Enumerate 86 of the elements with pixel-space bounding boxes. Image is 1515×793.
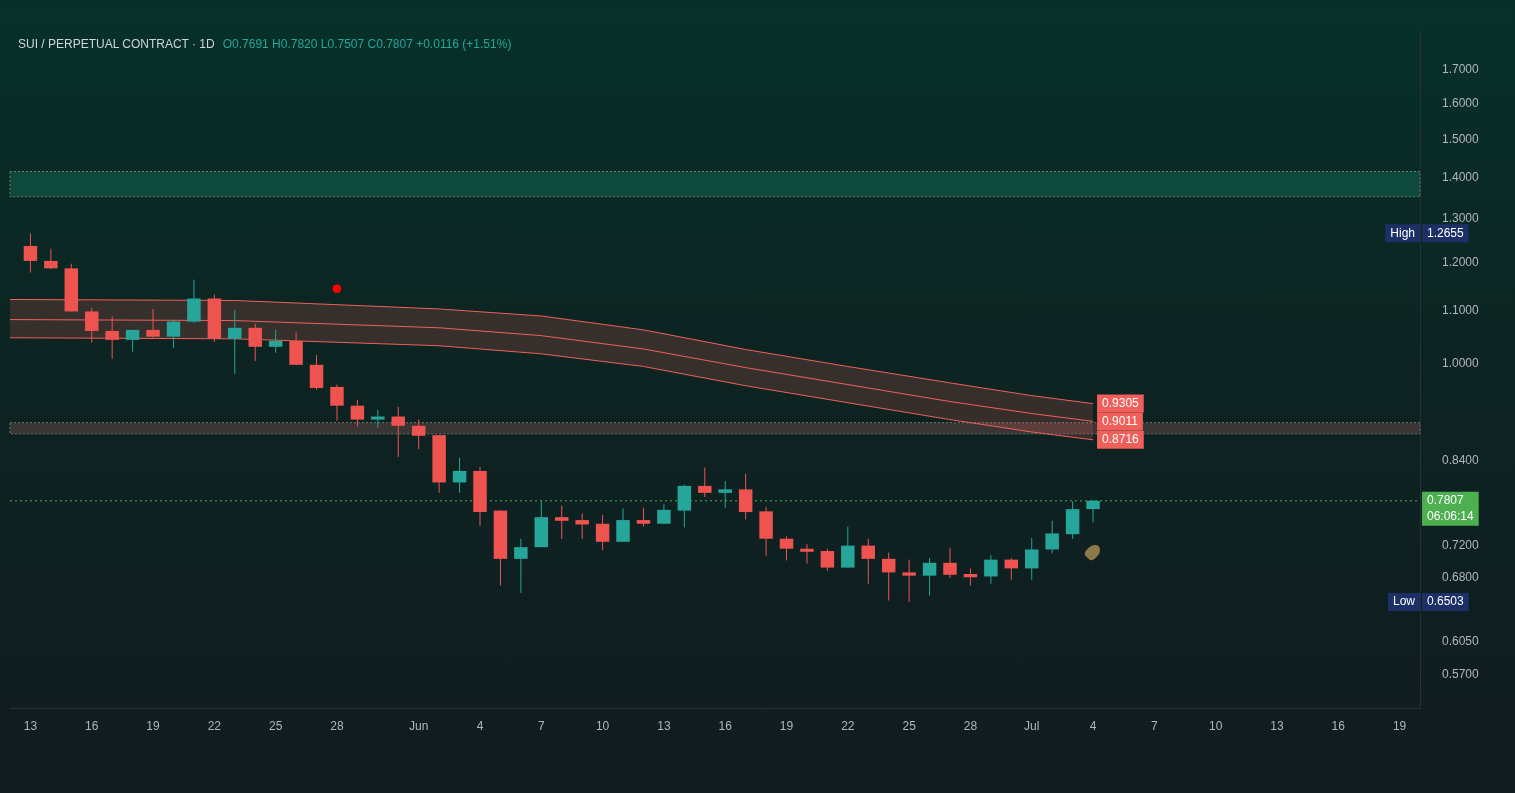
candlestick xyxy=(698,467,712,498)
candlestick xyxy=(248,323,262,362)
y-tick-label: 1.7000 xyxy=(1442,62,1480,77)
candlestick xyxy=(861,538,875,585)
candlestick xyxy=(166,319,181,349)
x-tick-label: 19 xyxy=(1392,718,1407,733)
candlestick xyxy=(1045,520,1059,554)
text: SUI / PERPETUAL CONTRACT · 1D xyxy=(18,37,215,51)
x-tick-label: 7 xyxy=(1151,718,1158,733)
candlestick xyxy=(657,503,671,525)
candlestick xyxy=(820,548,835,572)
candlestick xyxy=(23,232,38,274)
x-tick-label: 19 xyxy=(146,718,161,733)
data-label: 0.8716 xyxy=(1102,432,1140,447)
text: 1.2655 xyxy=(1427,225,1465,240)
candlestick xyxy=(779,535,794,561)
y-tick-label: 0.5700 xyxy=(1442,667,1480,682)
x-tick-label: 16 xyxy=(1331,718,1346,733)
candlestick xyxy=(85,307,99,344)
x-tick-label: 4 xyxy=(476,718,484,733)
candlestick xyxy=(902,559,916,603)
candlestick xyxy=(881,552,896,602)
candlestick xyxy=(555,505,569,540)
candlestick xyxy=(575,513,589,540)
x-tick-label: Jul xyxy=(1024,718,1040,733)
x-tick-label: 4 xyxy=(1089,718,1097,733)
y-tick-label: 0.6800 xyxy=(1442,569,1480,584)
y-tick-label: 1.1000 xyxy=(1442,303,1480,318)
candlestick xyxy=(922,557,937,596)
candlestick xyxy=(943,547,957,579)
y-tick-label: 1.6000 xyxy=(1442,95,1480,110)
candlestick xyxy=(411,419,426,450)
candlestick xyxy=(514,538,528,594)
y-tick-label: 0.6050 xyxy=(1442,634,1480,649)
x-tick-label: 13 xyxy=(657,718,671,733)
x-tick-label: 13 xyxy=(23,718,38,733)
x-tick-label: 22 xyxy=(841,718,855,733)
text: O0.7691 H0.7820 L0.7507 C0.7807 +0.0116 (+1.51%) xyxy=(222,37,512,51)
y-tick-label: 0.7200 xyxy=(1442,537,1480,552)
candlestick xyxy=(309,354,324,391)
x-tick-label: 16 xyxy=(718,718,733,733)
x-tick-label: 16 xyxy=(85,718,99,733)
annotation: Low xyxy=(1392,594,1416,609)
x-tick-label: 25 xyxy=(902,718,917,733)
x-tick-label: 22 xyxy=(207,718,222,733)
candlestick xyxy=(841,526,855,569)
x-tick-label: 28 xyxy=(963,718,978,733)
candlestick xyxy=(268,329,283,354)
x-tick-label: 10 xyxy=(1208,718,1223,733)
candlestick xyxy=(105,316,119,360)
text: 0.6503 xyxy=(1427,594,1465,609)
candlestick xyxy=(636,507,651,528)
candlestick xyxy=(228,309,242,375)
ref-line-label: 0.7807 06:06:14 xyxy=(1427,493,1475,524)
x-tick-label: 19 xyxy=(779,718,794,733)
candlestick xyxy=(44,248,58,270)
y-tick-label: 1.0000 xyxy=(1442,356,1480,371)
candlestick xyxy=(187,279,201,324)
candlestick xyxy=(718,480,732,509)
candlestick xyxy=(595,514,610,551)
x-tick-label: 10 xyxy=(595,718,610,733)
data-label: 0.9011 xyxy=(1102,413,1139,428)
annotation: High xyxy=(1390,225,1416,240)
x-tick-label: Jun xyxy=(409,718,429,733)
candlestick xyxy=(738,473,753,520)
candlestick xyxy=(289,332,303,366)
candlestick xyxy=(391,406,405,458)
candlestick xyxy=(330,384,344,422)
y-tick-label: 1.2000 xyxy=(1442,255,1480,270)
x-tick-label: 7 xyxy=(537,718,545,733)
candlestick xyxy=(146,308,160,339)
y-tick-label: 1.4000 xyxy=(1442,169,1480,184)
y-tick-label: 1.3000 xyxy=(1442,210,1480,225)
candlestick xyxy=(616,507,630,543)
x-tick-label: 13 xyxy=(1270,718,1284,733)
candlestick xyxy=(984,554,998,585)
x-tick-label: 28 xyxy=(330,718,344,733)
candlestick xyxy=(1025,537,1039,581)
y-tick-label: 0.8400 xyxy=(1442,452,1480,467)
candlestick xyxy=(452,457,467,494)
candlestick xyxy=(350,399,365,427)
candlestick xyxy=(800,543,814,565)
x-tick-label: 25 xyxy=(268,718,283,733)
data-label: 0.9305 xyxy=(1102,395,1140,410)
y-tick-label: 1.5000 xyxy=(1442,131,1480,146)
candlestick xyxy=(1086,499,1100,523)
